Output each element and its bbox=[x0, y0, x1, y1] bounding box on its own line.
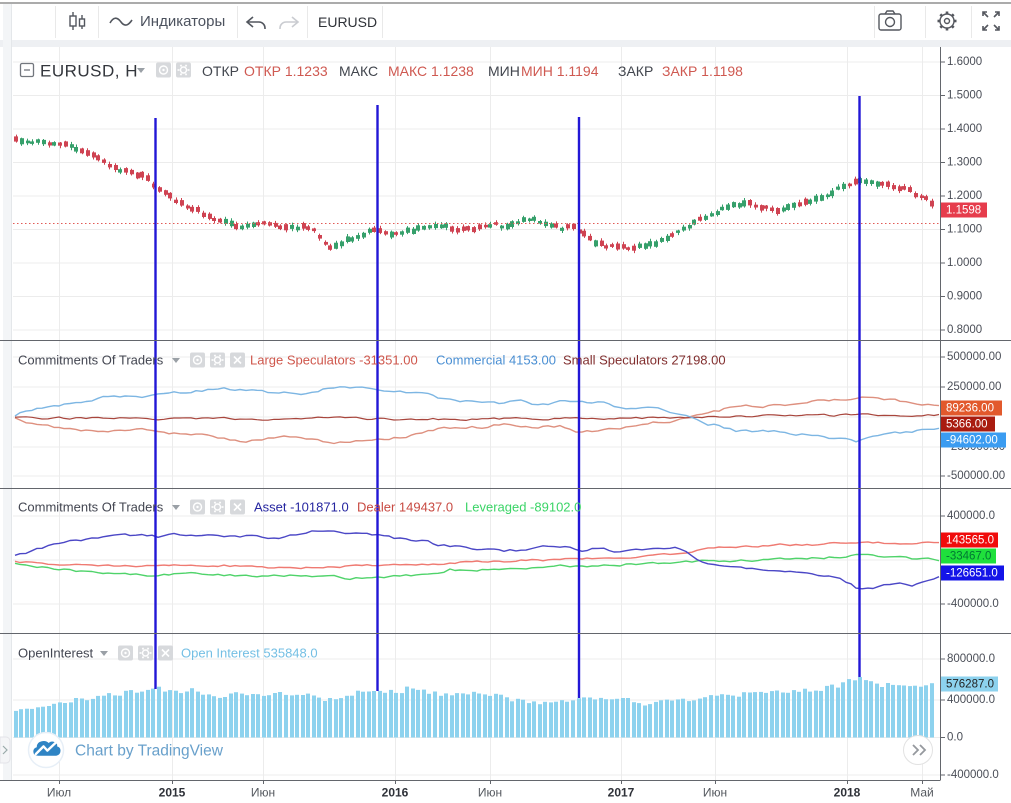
svg-text:5366.00: 5366.00 bbox=[946, 419, 988, 431]
svg-text:Dealer 149437.0: Dealer 149437.0 bbox=[357, 500, 453, 515]
svg-text:1.0000: 1.0000 bbox=[947, 257, 982, 269]
svg-text:0.8000: 0.8000 bbox=[947, 324, 982, 336]
svg-text:ЗАКР: ЗАКР bbox=[618, 63, 653, 79]
svg-text:Large Speculators -31351.00: Large Speculators -31351.00 bbox=[250, 353, 418, 368]
svg-text:ОТКР 1.1233: ОТКР 1.1233 bbox=[244, 63, 328, 79]
svg-text:Open Interest 535848.0: Open Interest 535848.0 bbox=[181, 646, 318, 661]
svg-text:МАКС 1.1238: МАКС 1.1238 bbox=[388, 63, 474, 79]
svg-text:143565.0: 143565.0 bbox=[946, 535, 994, 547]
svg-text:0.0: 0.0 bbox=[947, 732, 963, 744]
svg-text:Asset -101871.0: Asset -101871.0 bbox=[254, 500, 349, 515]
svg-text:2017: 2017 bbox=[608, 786, 635, 800]
svg-text:1.2000: 1.2000 bbox=[947, 190, 982, 202]
svg-text:ОТКР: ОТКР bbox=[202, 63, 239, 79]
svg-text:800000.0: 800000.0 bbox=[947, 653, 995, 665]
svg-text:2015: 2015 bbox=[159, 786, 186, 800]
svg-text:Июл: Июл bbox=[47, 786, 71, 800]
svg-text:OpenInterest: OpenInterest bbox=[18, 646, 94, 661]
svg-text:Commitments Of Traders: Commitments Of Traders bbox=[18, 353, 164, 368]
svg-text:-400000.0: -400000.0 bbox=[947, 598, 999, 610]
svg-text:1.3000: 1.3000 bbox=[947, 157, 982, 169]
svg-text:576287.0: 576287.0 bbox=[946, 679, 994, 691]
svg-text:Small Speculators 27198.00: Small Speculators 27198.00 bbox=[563, 353, 726, 368]
svg-text:Leveraged -89102.0: Leveraged -89102.0 bbox=[465, 500, 581, 515]
svg-text:500000.00: 500000.00 bbox=[947, 351, 1001, 363]
svg-text:2018: 2018 bbox=[834, 786, 861, 800]
svg-text:Июн: Июн bbox=[703, 786, 727, 800]
svg-text:-33467.0: -33467.0 bbox=[946, 551, 991, 563]
svg-text:Chart by TradingView: Chart by TradingView bbox=[75, 743, 224, 760]
svg-text:400000.0: 400000.0 bbox=[947, 510, 995, 522]
svg-text:-126651.0: -126651.0 bbox=[946, 568, 998, 580]
svg-text:Июн: Июн bbox=[478, 786, 502, 800]
svg-text:Commitments Of Traders: Commitments Of Traders bbox=[18, 500, 164, 515]
svg-text:МИН 1.1194: МИН 1.1194 bbox=[521, 63, 599, 79]
svg-text:МИН: МИН bbox=[488, 63, 520, 79]
svg-text:-400000.0: -400000.0 bbox=[947, 769, 999, 781]
svg-text:400000.0: 400000.0 bbox=[947, 694, 995, 706]
svg-text:-500000.00: -500000.00 bbox=[947, 470, 1005, 482]
svg-text:1.4000: 1.4000 bbox=[947, 123, 982, 135]
svg-text:0.9000: 0.9000 bbox=[947, 291, 982, 303]
svg-text:250000.00: 250000.00 bbox=[947, 381, 1001, 393]
svg-text:ЗАКР 1.1198: ЗАКР 1.1198 bbox=[662, 63, 743, 79]
svg-text:EURUSD, H: EURUSD, H bbox=[40, 62, 138, 81]
svg-text:1.5000: 1.5000 bbox=[947, 90, 982, 102]
svg-text:Май: Май bbox=[910, 786, 934, 800]
svg-text:89236.00: 89236.00 bbox=[946, 403, 994, 415]
svg-text:МАКС: МАКС bbox=[339, 63, 378, 79]
svg-text:1.6000: 1.6000 bbox=[947, 56, 982, 68]
svg-text:1.1598: 1.1598 bbox=[946, 205, 981, 217]
svg-text:1.1000: 1.1000 bbox=[947, 224, 982, 236]
svg-text:2016: 2016 bbox=[382, 786, 409, 800]
svg-text:Июн: Июн bbox=[251, 786, 275, 800]
svg-text:-94602.00: -94602.00 bbox=[946, 435, 998, 447]
svg-text:Commercial 4153.00: Commercial 4153.00 bbox=[436, 353, 556, 368]
